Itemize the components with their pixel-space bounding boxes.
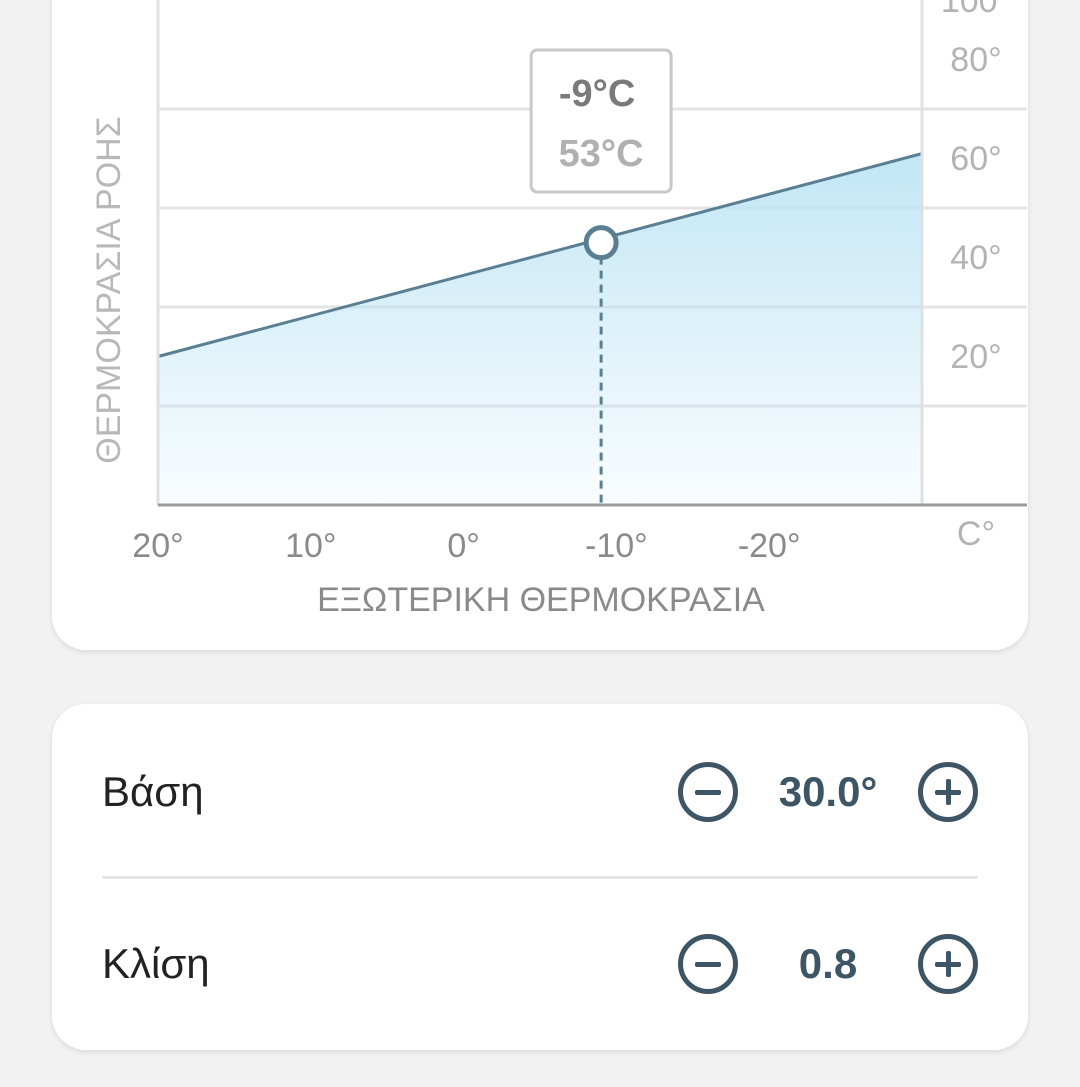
slope-value: 0.8 [798, 940, 858, 987]
slope-setting-row: Κλίση 0.8 [102, 879, 978, 1049]
x-tick-label: 0° [447, 527, 480, 565]
y-axis-title: ΘΕΡΜΟΚΡΑΣΙΑ ΡΟΗΣ [90, 116, 128, 464]
curve-settings-card: Βάση 30.0° Κλίση 0.8 [52, 704, 1028, 1050]
marker-tooltip [529, 48, 673, 194]
base-label: Βάση [102, 768, 204, 815]
slope-decrease-button[interactable] [678, 934, 738, 994]
slope-increase-button[interactable] [918, 934, 978, 994]
minus-icon [695, 961, 721, 967]
y-tick-label: 100° [941, 0, 1011, 20]
x-tick-label: -10° [585, 527, 648, 565]
y-tick-label: 20° [950, 338, 1001, 376]
curve-area [158, 153, 922, 506]
base-value: 30.0° [778, 768, 878, 815]
curve-marker [583, 225, 619, 261]
tooltip-outdoor-temp: -9°C [559, 73, 635, 115]
heating-curve-card: 20° 40° 60° 80° 100° C° 20° 10° 0° -10° -20° ΕΞΩΤΕΡ… [52, 0, 1028, 650]
x-tick-label: -20° [738, 527, 801, 565]
y-tick-label: 60° [950, 140, 1001, 178]
x-tick-label: 20° [132, 527, 183, 565]
unit-label: C° [957, 515, 995, 553]
tooltip-flow-temp: 53°C [559, 133, 644, 175]
y-tick-label: 40° [950, 239, 1001, 277]
y-tick-label: 80° [950, 41, 1001, 79]
x-tick-label: 10° [285, 527, 336, 565]
x-axis-title: ΕΞΩΤΕΡΙΚΗ ΘΕΡΜΟΚΡΑΣΙΑ [317, 581, 765, 619]
slope-label: Κλίση [102, 940, 210, 987]
base-decrease-button[interactable] [678, 762, 738, 822]
base-increase-button[interactable] [918, 762, 978, 822]
base-setting-row: Βάση 30.0° [102, 707, 978, 877]
row-divider [102, 876, 978, 879]
heating-curve-chart: 20° 40° 60° 80° 100° C° 20° 10° 0° -10° -20° ΕΞΩΤΕΡ… [90, 0, 1027, 619]
minus-icon [695, 789, 721, 795]
curve-line [157, 152, 923, 358]
